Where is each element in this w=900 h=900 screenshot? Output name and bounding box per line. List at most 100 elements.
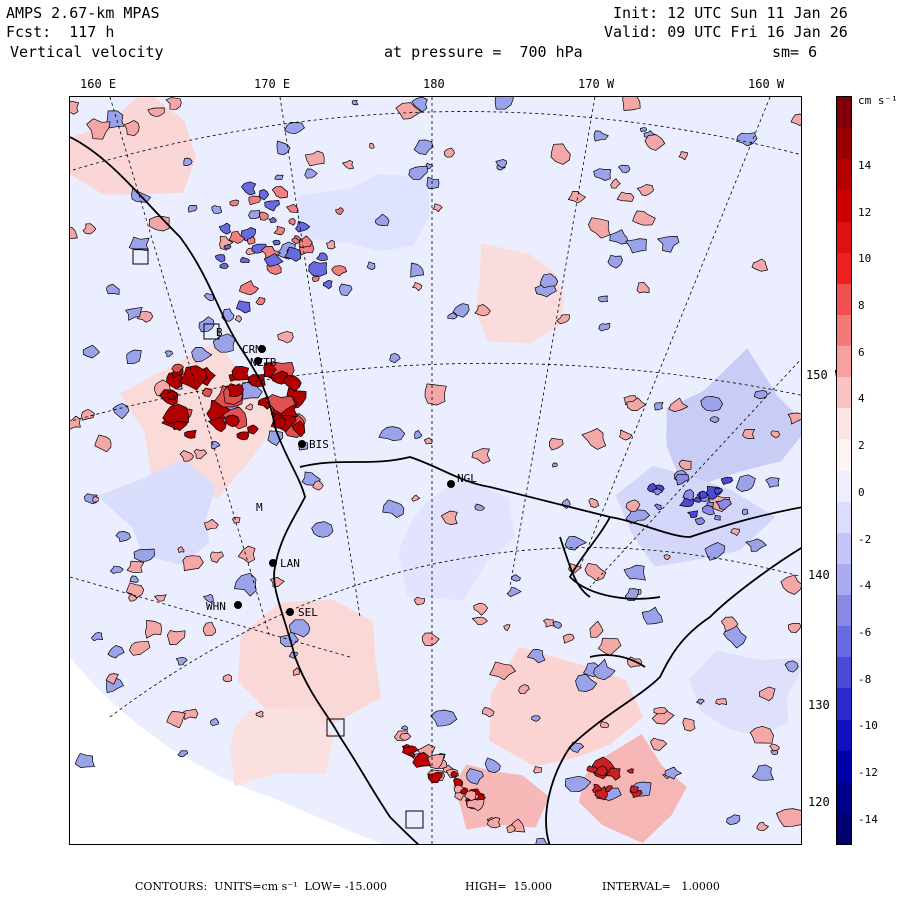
field-contour [765,477,780,488]
field-contour [411,97,428,113]
field-contour [682,489,695,501]
field-contour [335,207,344,215]
field-contour [589,620,604,638]
field-contour [412,751,431,768]
field-contour [452,303,470,318]
field-contour [70,101,80,115]
field-contour [128,236,150,252]
field-contour [312,275,320,282]
field-contour [625,507,650,524]
colorbar-swatch [837,501,851,533]
field-contour [623,564,646,581]
field-contour [704,542,726,561]
field-contour [549,437,564,451]
field-contour [297,173,430,252]
lon-label-170e: 170 E [254,77,291,91]
field-contour [481,707,495,718]
station-dot [254,357,262,365]
field-contour [430,709,458,727]
lon-label-160w: 160 W [748,77,785,91]
field-contour [191,347,213,363]
field-contour [123,120,140,137]
field-contour [664,766,682,780]
field-contour [539,273,559,289]
field-contour [109,565,124,574]
field-contour [218,222,231,235]
field-contour [166,630,186,645]
field-contour [202,621,216,636]
station-dot [258,345,266,353]
field-contour [162,403,189,424]
coastline [70,136,801,844]
field-contour [82,223,97,235]
field-contour [663,554,671,561]
colorbar-swatch [837,314,851,346]
aws-box [203,323,220,340]
field-contour [82,344,100,359]
colorbar-swatch [837,626,851,658]
field-contour [486,817,501,829]
field-contour [751,258,768,272]
field-contour [594,785,608,801]
field-contour [531,715,541,722]
field-contour [543,618,555,628]
station-label-m: M [256,501,263,514]
field-contour [81,409,95,421]
field-contour [74,753,95,769]
field-contour [753,390,768,399]
field-contour [177,750,189,757]
field-contour [421,632,440,647]
colorbar-tick: 12 [858,205,872,219]
field-contour [398,476,515,601]
field-contour [91,631,104,642]
field-contour [204,518,219,531]
field-contour [678,459,692,471]
field-contour [288,218,296,226]
field-contour [453,784,464,794]
field-contour [625,238,647,254]
field-contour [408,751,416,759]
field-contour [236,431,249,441]
field-contour [466,799,485,812]
field-contour [745,538,767,552]
field-contour [412,282,423,292]
field-contour [742,429,755,439]
field-contour [678,151,689,161]
field-contour [263,362,277,378]
station-markers [234,345,455,616]
colorbar-swatch [837,128,851,160]
field-contour [222,674,232,682]
field-contour [495,159,508,169]
field-contour [413,139,434,156]
field-contour [584,563,607,582]
field-contour [247,424,259,435]
field-contour [291,237,301,245]
lon-label-160e: 160 E [80,77,117,91]
field-contour [219,262,229,269]
colorbar-tick: 4 [858,392,865,406]
field-contour [276,140,291,156]
field-contour [236,300,251,314]
field-contour [125,582,145,599]
field-contour [292,667,300,676]
field-contour [715,498,732,511]
field-contour [240,256,251,264]
field-contour [720,616,739,632]
field-contour [617,164,631,174]
station-dot [234,601,242,609]
field-contour [626,397,647,411]
field-contour [447,312,458,320]
field-contour [652,488,663,496]
valid-time: Valid: 09 UTC Fri 16 Jan 26 [604,23,848,41]
field-contour [410,262,425,278]
field-contour [154,594,167,602]
field-contour [312,480,324,491]
field-contour [484,757,501,774]
field-contour [126,560,145,573]
field-contour [258,189,269,201]
field-contour [473,602,488,616]
colorbar [836,96,852,845]
field-contour [105,673,119,685]
model-title: AMPS 2.67-km MPAS [6,4,160,22]
field-contour [751,764,774,781]
